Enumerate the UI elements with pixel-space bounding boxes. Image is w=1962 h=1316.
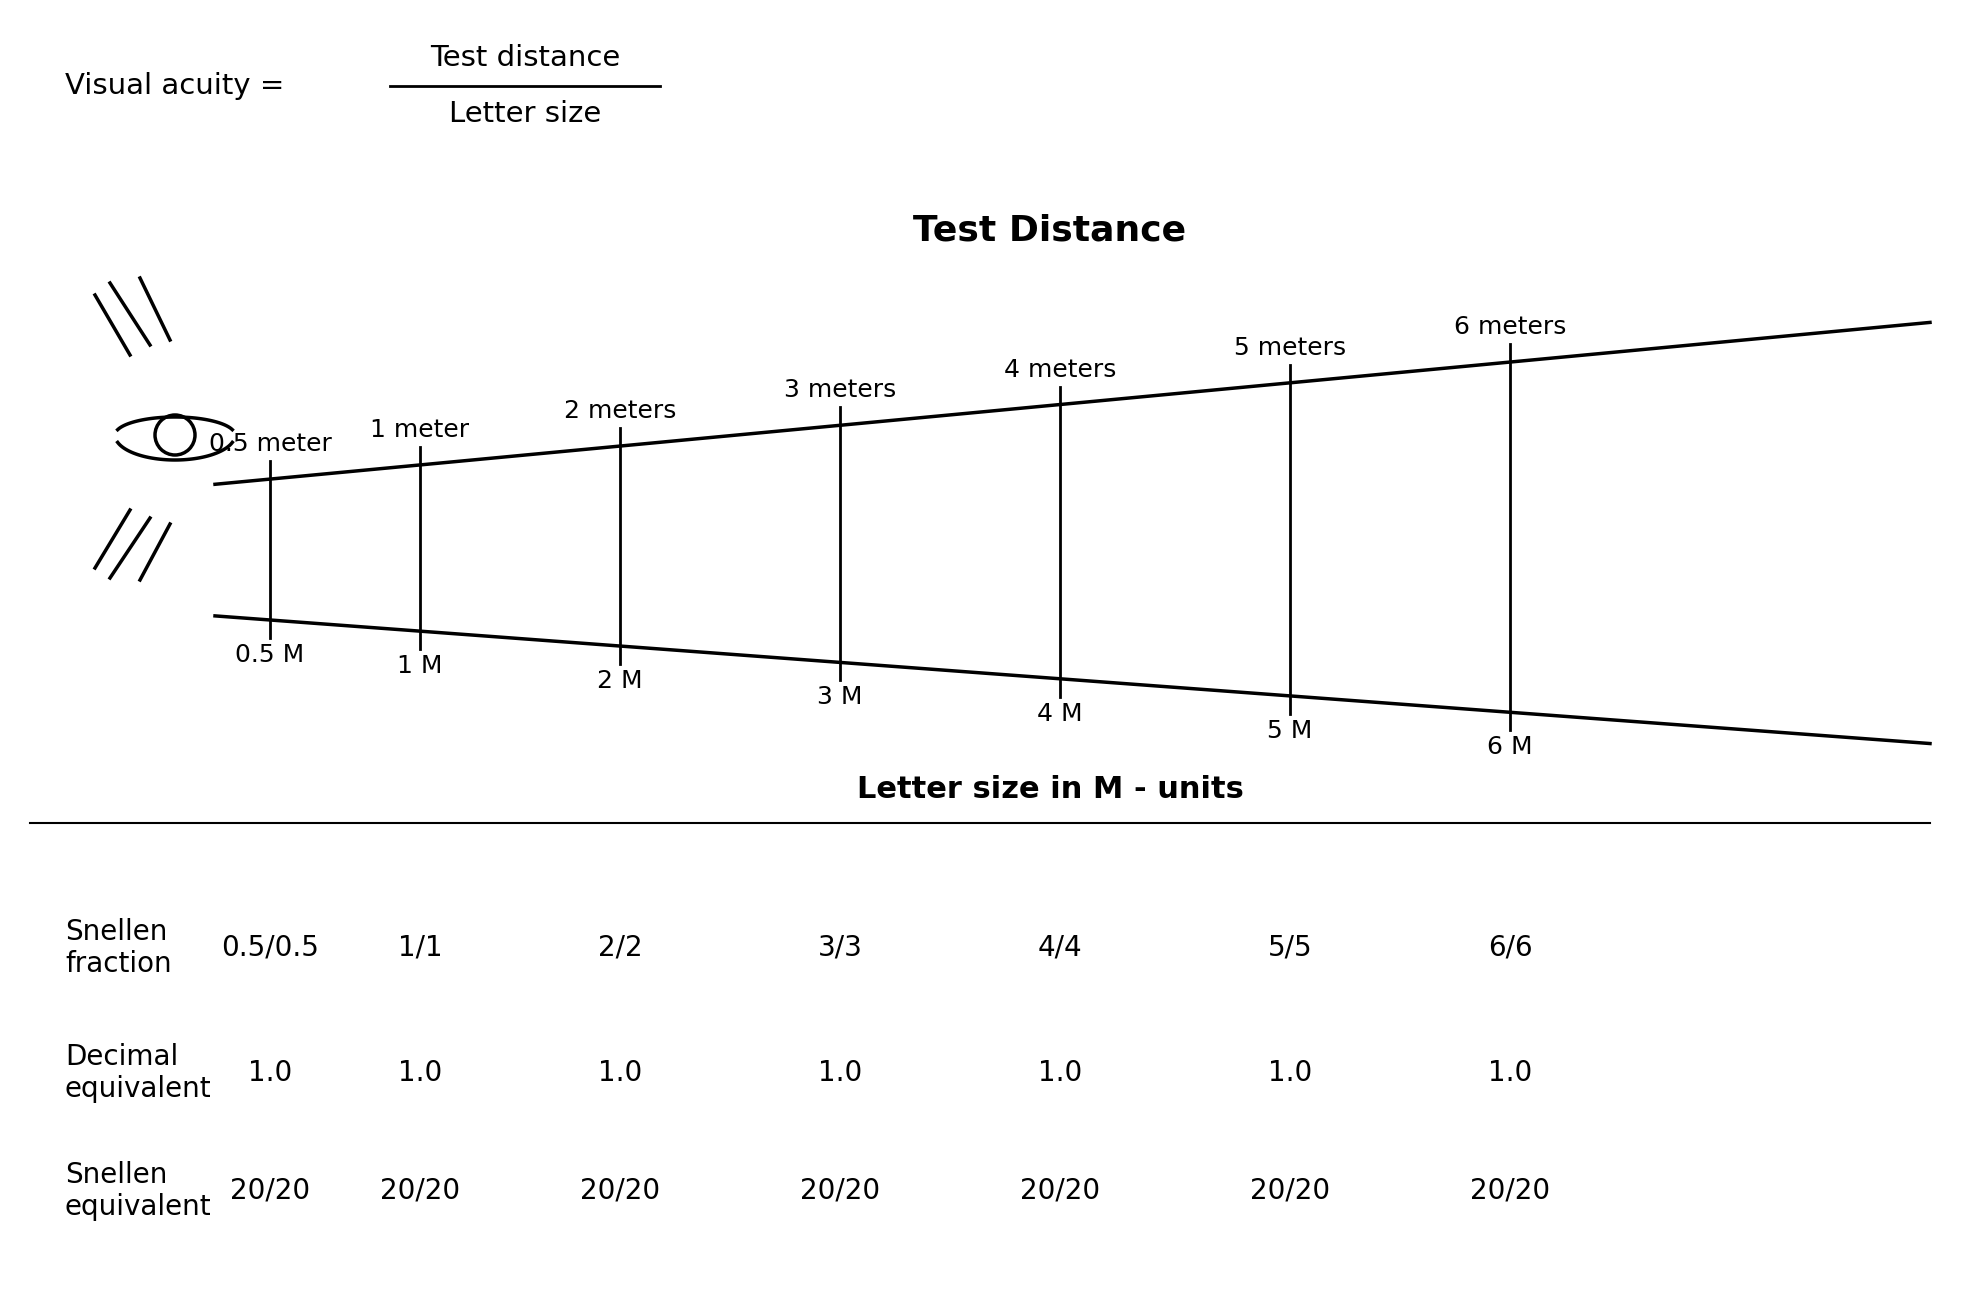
Text: 20/20: 20/20	[800, 1177, 881, 1205]
Text: 20/20: 20/20	[1470, 1177, 1550, 1205]
Text: 20/20: 20/20	[581, 1177, 659, 1205]
Text: 2 M: 2 M	[596, 669, 644, 694]
Text: Snellen: Snellen	[65, 1161, 167, 1188]
Text: Snellen: Snellen	[65, 917, 167, 945]
Text: Letter size: Letter size	[449, 100, 600, 128]
Text: Visual acuity =: Visual acuity =	[65, 71, 294, 100]
Text: Letter size in M - units: Letter size in M - units	[857, 775, 1244, 804]
Text: 3 meters: 3 meters	[785, 378, 897, 403]
Text: 1.0: 1.0	[1267, 1058, 1313, 1087]
Text: 1.0: 1.0	[1038, 1058, 1083, 1087]
Text: 2 meters: 2 meters	[563, 399, 677, 422]
Text: 4/4: 4/4	[1038, 933, 1083, 962]
Text: 4 M: 4 M	[1038, 701, 1083, 726]
Text: equivalent: equivalent	[65, 1194, 212, 1221]
Text: 1 meter: 1 meter	[371, 418, 469, 442]
Text: 0.5 meter: 0.5 meter	[208, 432, 332, 457]
Text: 20/20: 20/20	[1020, 1177, 1101, 1205]
Text: Test Distance: Test Distance	[914, 213, 1187, 247]
Text: 5 M: 5 M	[1267, 719, 1313, 744]
Text: 1.0: 1.0	[398, 1058, 441, 1087]
Text: 1.0: 1.0	[818, 1058, 861, 1087]
Text: 4 meters: 4 meters	[1005, 358, 1116, 382]
Text: Decimal: Decimal	[65, 1042, 179, 1070]
Text: 1/1: 1/1	[398, 933, 441, 962]
Text: equivalent: equivalent	[65, 1075, 212, 1103]
Text: 2/2: 2/2	[598, 933, 642, 962]
Text: fraction: fraction	[65, 950, 171, 978]
Text: 6 M: 6 M	[1487, 736, 1532, 759]
Text: 0.5 M: 0.5 M	[235, 644, 304, 667]
Text: 1.0: 1.0	[598, 1058, 642, 1087]
Text: 0.5/0.5: 0.5/0.5	[222, 933, 320, 962]
Text: 6 meters: 6 meters	[1454, 315, 1566, 340]
Text: Test distance: Test distance	[430, 43, 620, 71]
Text: 1.0: 1.0	[247, 1058, 292, 1087]
Text: 1.0: 1.0	[1487, 1058, 1532, 1087]
Text: 20/20: 20/20	[1250, 1177, 1330, 1205]
Text: 3 M: 3 M	[818, 686, 863, 709]
Text: 3/3: 3/3	[818, 933, 863, 962]
Text: 20/20: 20/20	[230, 1177, 310, 1205]
Text: 20/20: 20/20	[381, 1177, 459, 1205]
Text: 5 meters: 5 meters	[1234, 336, 1346, 359]
Text: 1 M: 1 M	[396, 654, 443, 678]
Text: 5/5: 5/5	[1267, 933, 1313, 962]
Text: 6/6: 6/6	[1487, 933, 1532, 962]
